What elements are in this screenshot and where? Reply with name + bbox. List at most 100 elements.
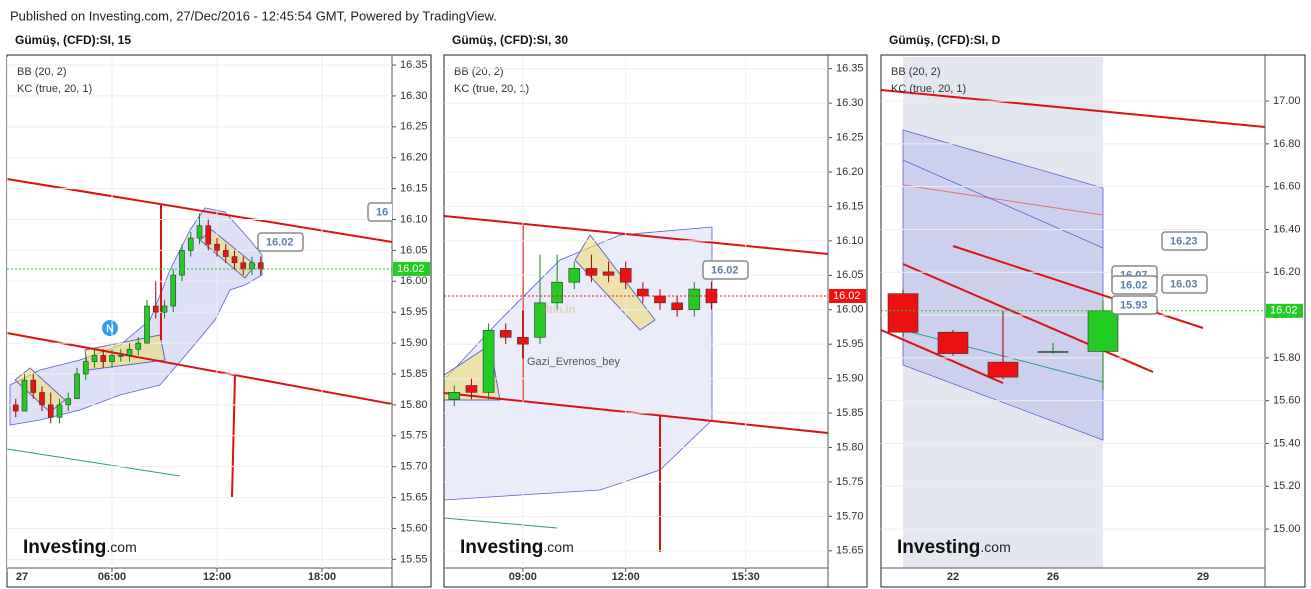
y-tick-label: 15.60 (400, 522, 428, 534)
callout-box (702, 260, 749, 280)
pattern (574, 234, 656, 331)
y-tick-label: 15.80 (1273, 352, 1301, 364)
y-tick-label: 16.05 (836, 269, 864, 281)
callout: 16.03 (1161, 274, 1208, 294)
candle-body (39, 392, 45, 406)
y-tick-label: 16.10 (400, 213, 428, 225)
candle-body (196, 225, 203, 239)
y-tick-label: 15.85 (400, 368, 428, 380)
candle-body (21, 379, 28, 412)
candle-body (637, 288, 649, 297)
candle-body (179, 250, 185, 276)
y-tick-label: 16.10 (836, 235, 864, 247)
candle-body (517, 336, 529, 345)
candle-body (534, 302, 546, 338)
candle-body (126, 348, 133, 356)
candle-body (47, 404, 54, 418)
x-tick-label: 29 (1197, 571, 1209, 583)
callout: 16 (367, 202, 392, 222)
logo-suffix: .com (106, 539, 136, 555)
y-tick-label: 16.20 (836, 166, 864, 178)
y-tick-label: 16.15 (836, 200, 864, 212)
logo-suffix: .com (543, 539, 573, 555)
y-tick-label: 15.95 (400, 306, 428, 318)
candle-body (619, 268, 632, 283)
callout-label: 16.02 (711, 264, 739, 276)
candle-body (91, 355, 98, 362)
last-price-label: 16.02 (833, 290, 861, 302)
trend-line (6, 178, 393, 243)
y-tick-label: 15.90 (836, 373, 864, 385)
panel (6, 54, 432, 588)
indicator-label: KC (true, 20, 1) (891, 83, 966, 95)
last-price-box (393, 261, 430, 276)
x-tick-label: 26 (1047, 571, 1059, 583)
indicator-label: BB (20, 2) (454, 66, 504, 78)
callout-label: 16.02 (1120, 279, 1148, 291)
callout-label: 16 (376, 206, 388, 218)
y-tick-label: 16.60 (1273, 181, 1301, 193)
pattern (14, 367, 66, 413)
candle-body (117, 355, 124, 357)
callout-label: 16.23 (1170, 235, 1198, 247)
trend-line (443, 517, 558, 529)
candle-body (30, 379, 37, 393)
y-tick-label: 15.95 (836, 338, 864, 350)
y-tick-label: 15.80 (400, 399, 428, 411)
x-tick-label: 22 (947, 571, 959, 583)
y-tick-label: 16.40 (1273, 223, 1301, 235)
candle-body (654, 295, 666, 304)
y-tick-label: 15.65 (836, 545, 864, 557)
candle-body (161, 305, 168, 313)
y-tick-label: 15.90 (400, 337, 428, 349)
candle-body (937, 331, 969, 354)
candle-body (187, 237, 194, 251)
last-price-box (1266, 303, 1303, 318)
callout-box (257, 232, 304, 252)
trend-line (6, 448, 181, 477)
y-tick-label: 15.85 (836, 407, 864, 419)
header: Published on Investing.com, 27/Dec/2016 … (10, 8, 497, 23)
candle-body (671, 302, 683, 311)
x-tick-label: 27 (16, 571, 28, 583)
y-tick-label: 16.35 (400, 59, 428, 71)
callout-box (1111, 295, 1158, 315)
badge: N (106, 323, 114, 335)
drawings (6, 57, 1266, 568)
chart-title: Gümüş, (CFD):SI, D (889, 33, 1001, 47)
chart-title: Gümüş, (CFD):SI, 30 (452, 33, 568, 47)
y-tick-label: 15.00 (1273, 523, 1301, 535)
trend-line (902, 263, 1154, 373)
trend-line (880, 329, 1004, 384)
candle-body (499, 330, 512, 338)
candle-body (249, 262, 255, 270)
x-tick-label: 06:00 (98, 571, 126, 583)
candle-body (82, 361, 89, 375)
y-tick-label: 16.15 (400, 183, 428, 195)
callout: 16.02 (257, 232, 304, 252)
chart-title: Gümüş, (CFD):SI, 15 (15, 33, 131, 47)
y-tick-label: 15.40 (1273, 437, 1301, 449)
candle-body (56, 404, 63, 418)
last-price-box (829, 288, 866, 303)
callout: 16.23 (1161, 231, 1208, 251)
watermark: Gazi_Evrenos_bey (527, 356, 620, 368)
plot: 16.02 (444, 57, 828, 568)
candle-body (74, 373, 80, 399)
indicator-label: BB (20, 2) (891, 66, 941, 78)
candle-body (257, 262, 264, 270)
candle-body (465, 385, 478, 393)
x-tick-label: 12:00 (203, 571, 231, 583)
candle-body (205, 225, 212, 245)
panel (880, 54, 1306, 588)
y-tick-label: 15.70 (836, 510, 864, 522)
callout-label: 16.03 (1170, 278, 1198, 290)
y-tick-label: 15.60 (1273, 395, 1301, 407)
trend-line (443, 215, 829, 255)
candle-body (1037, 351, 1069, 353)
candle-body (602, 271, 615, 276)
y-tick-label: 16.05 (400, 244, 428, 256)
y-tick-label: 15.75 (400, 430, 428, 442)
